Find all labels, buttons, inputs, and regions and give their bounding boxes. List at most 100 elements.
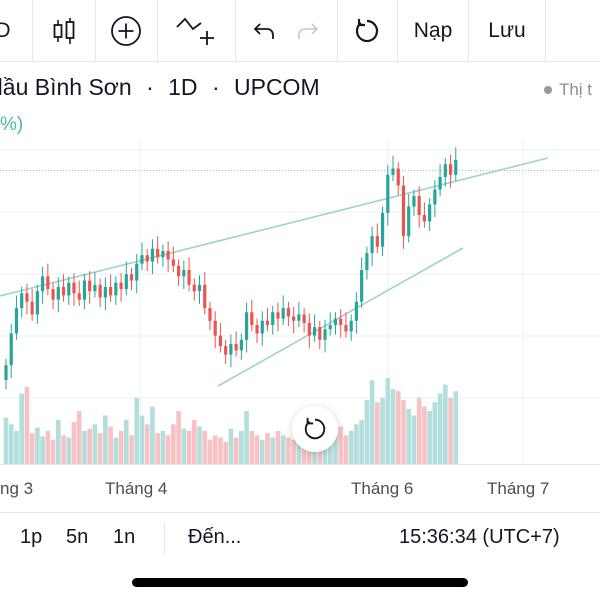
redo-button[interactable] [288,0,328,62]
candle-body [135,263,139,281]
candle-body [140,255,144,264]
volume-bar [380,397,385,464]
volume-bar [176,411,181,464]
price-chart[interactable] [0,140,600,464]
volume-bar [270,437,276,464]
volume-bar [3,417,9,464]
candle-body [255,325,259,334]
volume-bar [249,430,255,464]
volume-bar [443,384,448,464]
volume-bar [348,430,354,464]
toolbar-divider [545,0,546,62]
volume-bar [448,397,453,464]
volume-bar [354,424,359,464]
volume-bar [385,378,391,464]
undo-button[interactable] [244,0,284,62]
range-5n-button[interactable]: 5n [66,526,89,548]
volume-bar [207,439,213,464]
time-axis-label: Tháng 6 [351,479,414,498]
candle-body [286,308,291,317]
reset-chart-button[interactable] [338,0,396,62]
volume-bar [108,426,113,464]
candle-body [103,286,107,298]
volume-bar [401,400,406,464]
candle-body [360,270,364,302]
candle-body [292,316,296,321]
candle-body [150,248,155,262]
candle-body [187,270,191,285]
scroll-reset-button[interactable] [292,406,338,452]
candle-body [229,344,233,355]
volume-bar [129,435,134,464]
symbol-title[interactable]: dầu Bình Sơn · 1D · UPCOM [0,74,320,101]
chart-grid [0,140,600,464]
volume-bar [113,437,119,464]
candle-body [375,236,379,247]
volume-bar [40,436,45,464]
volume-bar [223,441,228,464]
candle-body [14,308,19,334]
candle-body [82,280,87,300]
candle-body [72,282,76,294]
range-1n-button[interactable]: 1n [113,526,136,548]
candle-body [166,250,170,260]
volume-bar [186,430,192,464]
save-label: Lưu [488,19,526,42]
candle-body [438,176,442,190]
volume-bar [150,406,155,464]
range-1p-button[interactable]: 1p [20,526,43,548]
exchange-label: UPCOM [234,74,320,100]
load-button[interactable]: Nạp [398,0,468,62]
title-separator: · [211,74,220,100]
candle-body [93,284,97,292]
volume-bar [322,437,328,464]
candle-body [354,301,359,321]
volume-bar [29,433,35,464]
volume-bar [61,435,66,464]
volume-bar [275,430,281,464]
volume-bar [87,428,92,464]
clock-timezone[interactable]: 15:36:34 (UTC+7) [399,526,560,548]
volume-bar [212,435,218,464]
candle-body [318,327,322,340]
candle-body [197,284,202,292]
candle-body [25,293,29,302]
compare-button[interactable] [158,0,234,62]
candle-body [281,308,285,319]
chart-type-button[interactable] [33,0,95,62]
volume-bar [19,393,25,464]
goto-date-button[interactable]: Đến... [188,526,242,548]
symbol-name: dầu Bình Sơn [0,74,132,100]
add-indicator-button[interactable] [96,0,156,62]
time-axis[interactable]: ng 3 Tháng 4 Tháng 6 Tháng 7 [0,464,600,512]
volume-bar [364,400,370,464]
volume-bar [239,430,244,464]
volume-bar [160,430,166,464]
volume-bar [8,424,14,464]
candle-body [448,164,453,175]
rotate-icon [304,417,326,440]
time-axis-label: Tháng 7 [487,479,550,498]
volume-bar [233,437,239,464]
market-status: Thị t [543,80,592,100]
candle-body [307,322,311,336]
volume-bar [144,424,150,464]
volume-bar [359,419,364,464]
volume-bar [118,430,124,464]
candle-body [239,339,243,351]
plus-circle-icon [111,16,141,46]
toolbar-partial-item[interactable]: D [0,0,20,62]
save-button[interactable]: Lưu [469,0,545,62]
candle-body [365,253,369,270]
bottom-divider [164,523,165,555]
volume-bar [286,437,291,464]
candle-body [30,301,34,315]
volume-bar [134,397,140,464]
upper-trendline [0,157,549,297]
volume-bar [291,439,296,464]
load-label: Nạp [413,19,453,42]
toolbar-divider [397,0,398,62]
candle-body [422,215,426,222]
volume-bar [55,419,61,464]
volume-bar [416,397,422,464]
